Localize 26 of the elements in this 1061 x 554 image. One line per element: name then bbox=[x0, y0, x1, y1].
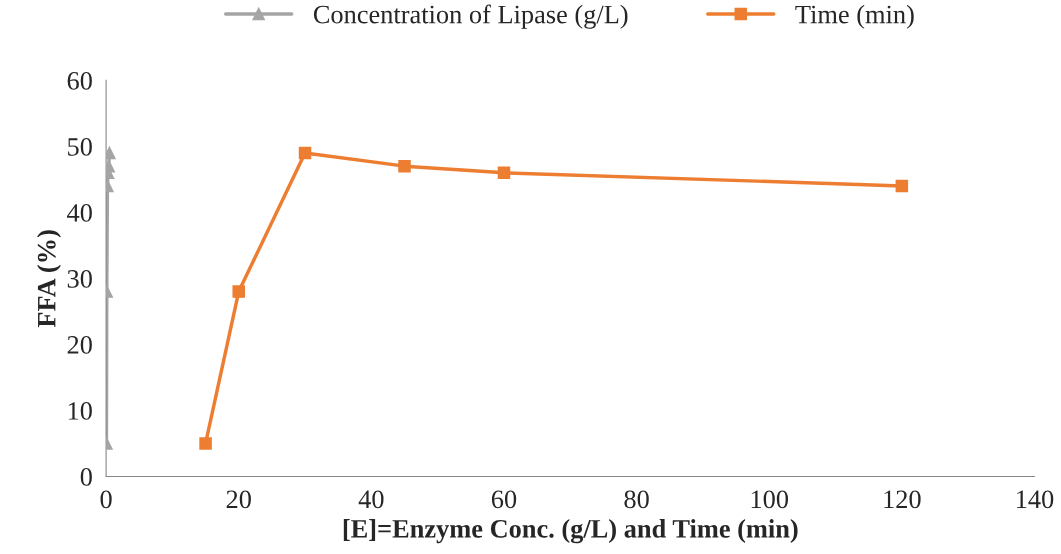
legend-label: Concentration of Lipase (g/L) bbox=[313, 4, 628, 29]
x-tick-label: 80 bbox=[624, 490, 649, 509]
point bbox=[497, 166, 511, 180]
legend-label: Time (min) bbox=[795, 4, 914, 29]
y-tick-label: 20 bbox=[67, 336, 92, 354]
point bbox=[106, 159, 116, 173]
y-tick-label: 50 bbox=[68, 137, 92, 156]
point bbox=[232, 285, 245, 298]
x-tick-label: 140 bbox=[1017, 490, 1054, 509]
x-tick-label: 40 bbox=[358, 490, 384, 509]
y-tick-label: 0 bbox=[80, 468, 92, 486]
y-tick-label: 60 bbox=[67, 71, 92, 90]
x-axis-title: [E]=Enzyme Conc. (g/L) and Time (min) bbox=[343, 519, 798, 544]
y-tick-label: 10 bbox=[68, 402, 92, 420]
x-tick-label: 0 bbox=[100, 490, 112, 509]
x-tick-label: 120 bbox=[884, 490, 921, 509]
point bbox=[398, 159, 411, 173]
x-tick-label: 100 bbox=[751, 490, 789, 509]
x-tick-label: 20 bbox=[226, 490, 251, 509]
y-tick-label: 30 bbox=[67, 269, 92, 288]
point bbox=[199, 437, 212, 450]
y-tick-label: 40 bbox=[67, 203, 92, 222]
point bbox=[106, 146, 116, 160]
point bbox=[298, 146, 312, 160]
y-axis-title: FFA (%) bbox=[37, 230, 61, 328]
x-tick-label: 60 bbox=[491, 490, 517, 509]
